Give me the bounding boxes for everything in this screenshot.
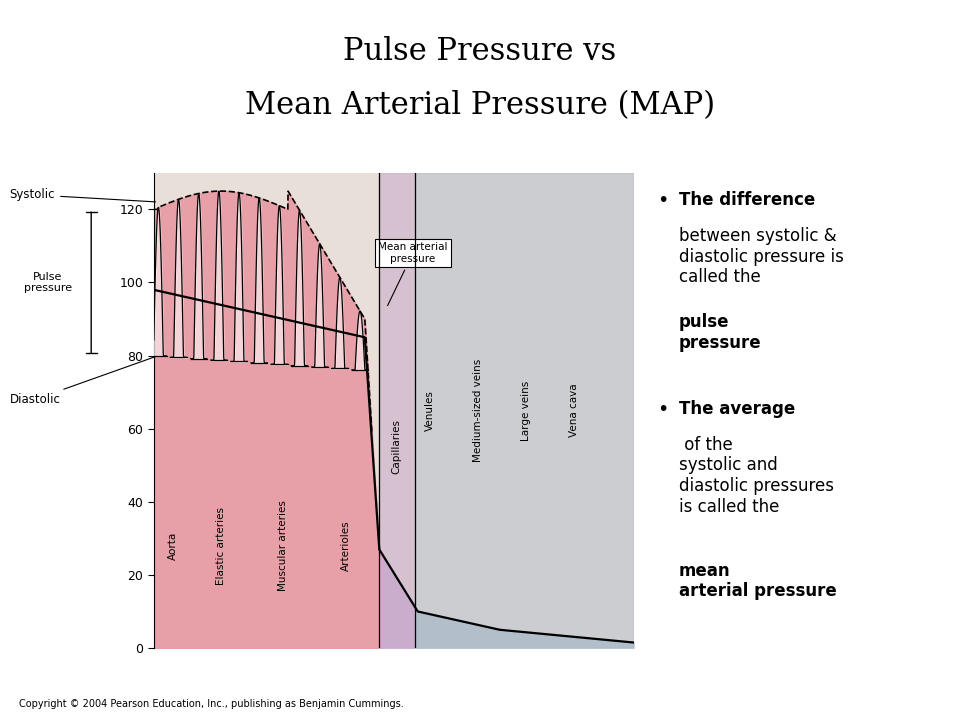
Text: Diastolic: Diastolic: [10, 356, 156, 406]
Text: Copyright © 2004 Pearson Education, Inc., publishing as Benjamin Cummings.: Copyright © 2004 Pearson Education, Inc.…: [19, 699, 404, 709]
Text: Mean arterial
pressure: Mean arterial pressure: [378, 243, 447, 305]
Text: Muscular arteries: Muscular arteries: [278, 500, 288, 591]
Text: Aorta: Aorta: [168, 531, 178, 559]
Text: •: •: [658, 400, 669, 418]
Text: Mean Arterial Pressure (MAP): Mean Arterial Pressure (MAP): [245, 90, 715, 121]
Text: The average: The average: [679, 400, 795, 418]
Text: Medium-sized veins: Medium-sized veins: [472, 359, 483, 462]
Text: Venules: Venules: [424, 390, 435, 431]
Text: Elastic arteries: Elastic arteries: [216, 507, 226, 585]
Text: between systolic &
diastolic pressure is
called the: between systolic & diastolic pressure is…: [679, 227, 844, 287]
Text: Arterioles: Arterioles: [341, 521, 350, 571]
Text: The difference: The difference: [679, 191, 815, 209]
Text: mean
arterial pressure: mean arterial pressure: [679, 562, 836, 600]
Bar: [416, 173, 634, 648]
Text: Systolic: Systolic: [10, 188, 156, 202]
Text: Capillaries: Capillaries: [391, 420, 401, 474]
Text: Pulse Pressure vs: Pulse Pressure vs: [344, 36, 616, 67]
Text: Vena cava: Vena cava: [568, 384, 579, 437]
Text: Pulse
pressure: Pulse pressure: [24, 271, 72, 293]
Bar: [379, 173, 416, 648]
Text: pulse
pressure: pulse pressure: [679, 313, 761, 352]
Text: •: •: [658, 191, 669, 210]
Text: Large veins: Large veins: [520, 380, 531, 441]
Text: of the
systolic and
diastolic pressures
is called the: of the systolic and diastolic pressures …: [679, 436, 833, 516]
